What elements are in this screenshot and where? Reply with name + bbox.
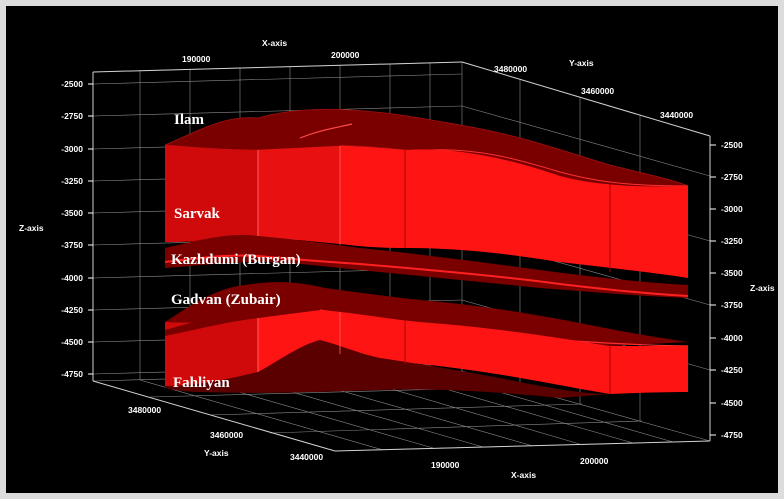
z-tick-left: -4500 (61, 337, 83, 347)
lower-front-face (165, 310, 688, 394)
y-tick-bottom: 3460000 (210, 430, 243, 440)
right-z-tick-labels: -2500 -2750 -3000 -3250 -3500 -3750 -400… (721, 140, 743, 440)
y-tick-bottom: 3440000 (290, 452, 323, 462)
geological-3d-model[interactable]: -2500 -2750 -3000 -3250 -3500 -3750 -400… (6, 6, 778, 493)
formation-label-gadvan: Gadvan (Zubair) (171, 292, 281, 308)
z-tick-left: -3500 (61, 208, 83, 218)
kazhdumi-layer (164, 234, 689, 298)
left-z-tick-labels: -2500 -2750 -3000 -3250 -3500 -3750 -400… (61, 79, 83, 379)
x-axis-label-top: X-axis (262, 38, 287, 48)
y-tick-top: 3480000 (494, 64, 527, 74)
x-tick-bottom: 200000 (580, 456, 609, 466)
formation-label-kazhdumi: Kazhdumi (Burgan) (171, 252, 301, 268)
upper-formation-body (164, 108, 689, 278)
z-tick-right: -4250 (721, 365, 743, 375)
formation-label-sarvak: Sarvak (174, 206, 221, 222)
x-tick-bottom: 190000 (431, 460, 460, 470)
kazhdumi-surface (165, 234, 688, 298)
z-tick-right: -4000 (721, 333, 743, 343)
lower-left-shade (165, 318, 258, 386)
ilam-top-surface (164, 108, 689, 189)
z-tick-left: -2500 (61, 79, 83, 89)
x-axis-label-bottom: X-axis (511, 470, 536, 480)
lower-formation-body (165, 282, 689, 398)
upper-left-shade (165, 145, 258, 242)
z-tick-left: -4000 (61, 273, 83, 283)
kazhdumi-edge-highlight (164, 254, 689, 297)
z-tick-left: -3000 (61, 144, 83, 154)
y-axis-label-bottom: Y-axis (204, 448, 229, 458)
y-axis-label-top: Y-axis (569, 58, 594, 68)
z-tick-right: -3250 (721, 236, 743, 246)
gadvan-sarvak-band (165, 308, 258, 336)
left-z-tick-marks (88, 83, 93, 375)
z-tick-right: -2750 (721, 172, 743, 182)
z-tick-right: -2500 (721, 140, 743, 150)
right-z-tick-marks (710, 144, 716, 436)
y-tick-top: 3460000 (581, 86, 614, 96)
z-tick-left: -3750 (61, 240, 83, 250)
y-tick-top: 3440000 (660, 110, 693, 120)
3d-viewport[interactable]: -2500 -2750 -3000 -3250 -3500 -3750 -400… (6, 6, 778, 493)
x-tick-top: 190000 (182, 54, 211, 64)
z-tick-left: -3250 (61, 176, 83, 186)
formation-label-fahliyan: Fahliyan (173, 375, 230, 391)
z-tick-left: -4750 (61, 369, 83, 379)
upper-mid-shade (258, 146, 340, 244)
z-tick-left: -4250 (61, 305, 83, 315)
bounding-box-edges (92, 61, 711, 452)
z-axis-label-left: Z-axis (19, 223, 44, 233)
x-tick-top: 200000 (331, 50, 360, 60)
z-tick-right: -4750 (721, 430, 743, 440)
z-tick-right: -4500 (721, 398, 743, 408)
z-axis-label-right: Z-axis (750, 283, 775, 293)
z-tick-right: -3500 (721, 268, 743, 278)
ilam-ridge-highlight (299, 123, 353, 139)
z-tick-right: -3750 (721, 300, 743, 310)
z-tick-right: -3000 (721, 204, 743, 214)
fahliyan-dark-base (165, 340, 610, 398)
formation-label-ilam: Ilam (174, 112, 205, 128)
z-tick-left: -2750 (61, 111, 83, 121)
y-tick-bottom: 3480000 (128, 405, 161, 415)
gadvan-top-surface (165, 282, 688, 346)
